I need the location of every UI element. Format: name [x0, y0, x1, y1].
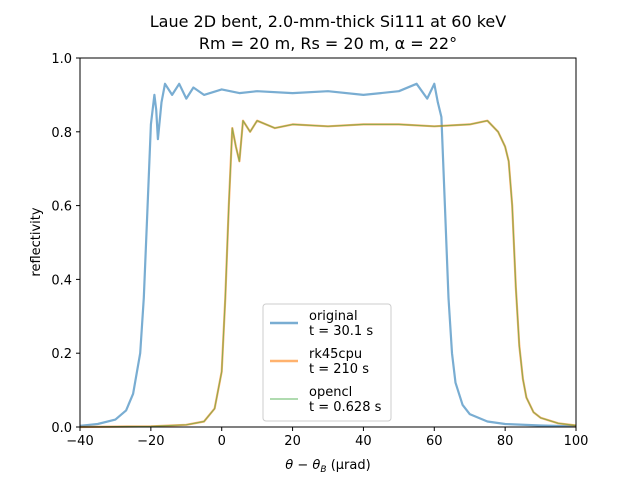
- chart-title-line2: Rm = 20 m, Rs = 20 m, α = 22°: [199, 34, 457, 53]
- y-tick-label: 0.8: [51, 126, 72, 141]
- x-tick-label: 0: [218, 434, 226, 449]
- x-tick-label: −20: [137, 434, 164, 449]
- legend: original t = 30.1 s rk45cpu t = 210 s op…: [262, 303, 392, 422]
- x-tick-label: 40: [355, 434, 372, 449]
- legend-label-opencl: opencl: [309, 385, 352, 400]
- y-axis-label: reflectivity: [29, 207, 44, 277]
- x-tick-label: 60: [426, 434, 443, 449]
- x-axis-ticks: −40 −20 0 20 40 60 80 100: [66, 427, 588, 449]
- legend-time-original: t = 30.1 s: [309, 324, 373, 339]
- x-axis-label: θ − θB (µrad): [285, 458, 370, 475]
- legend-box: [262, 303, 392, 422]
- y-axis-ticks: 0.0 0.2 0.4 0.6 0.8 1.0: [51, 52, 80, 436]
- series-line-original: [79, 82, 577, 428]
- legend-time-rk45cpu: t = 210 s: [309, 362, 369, 377]
- x-tick-label: 20: [284, 434, 301, 449]
- legend-label-original: original: [309, 309, 358, 324]
- series-line-opencl: [79, 120, 577, 428]
- y-tick-label: 0.6: [51, 200, 72, 215]
- x-tick-label: 80: [497, 434, 514, 449]
- y-tick-label: 0.0: [51, 421, 72, 436]
- x-axis-label-subscript: B: [320, 465, 326, 475]
- x-tick-label: 100: [564, 434, 589, 449]
- y-tick-label: 1.0: [51, 52, 72, 67]
- chart-title-line1: Laue 2D bent, 2.0-mm-thick Si111 at 60 k…: [150, 12, 507, 31]
- x-axis-label-unit: (µrad): [327, 458, 371, 473]
- y-tick-label: 0.2: [51, 347, 72, 362]
- y-tick-label: 0.4: [51, 273, 72, 288]
- plot-frame: [79, 57, 577, 428]
- legend-label-rk45cpu: rk45cpu: [309, 347, 362, 362]
- series-layer: [79, 82, 577, 429]
- x-axis-label-main: θ − θ: [285, 458, 320, 473]
- legend-time-opencl: t = 0.628 s: [309, 400, 382, 415]
- x-tick-label: −40: [66, 434, 93, 449]
